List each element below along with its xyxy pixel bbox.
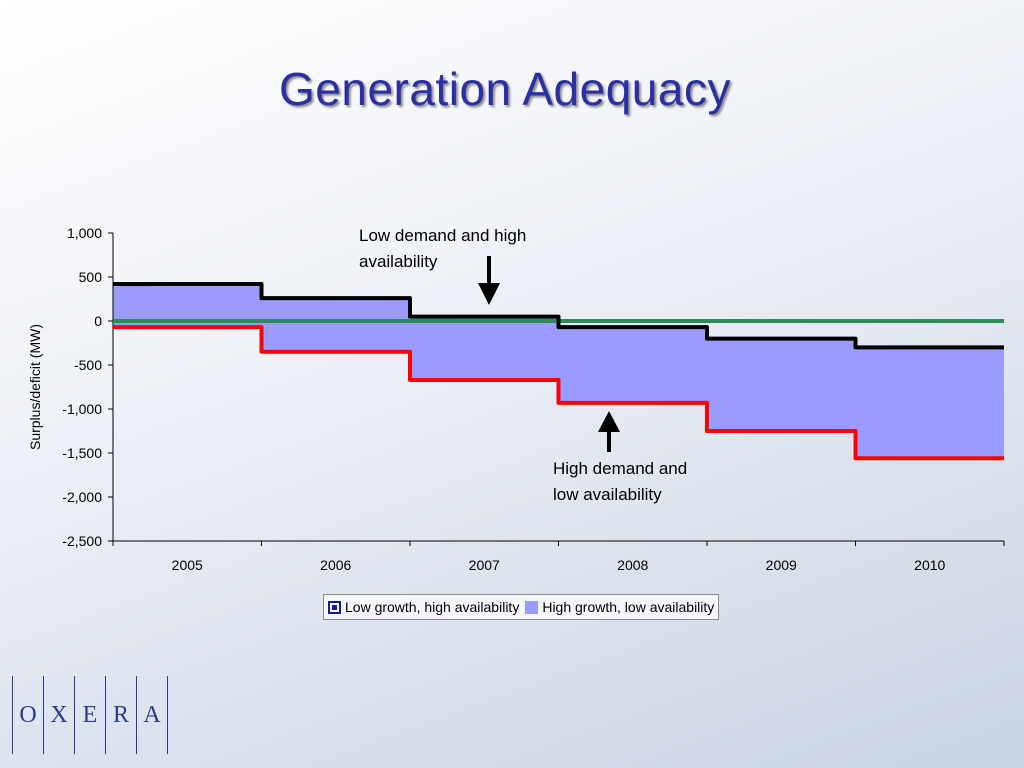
x-tick-label: 2007: [469, 557, 500, 573]
x-tick-label: 2005: [172, 557, 203, 573]
y-axis-title: Surplus/deficit (MW): [27, 324, 43, 450]
series-high-growth-line: [113, 325, 1004, 461]
annotation-line: low availability: [553, 485, 662, 504]
annotation-line: Low demand and high: [359, 226, 527, 245]
logo-letter: X: [43, 676, 74, 754]
y-tick-label: 0: [94, 313, 102, 329]
logo-letter: E: [74, 676, 105, 754]
logo-letter: O: [12, 676, 43, 754]
band-2008: [558, 327, 707, 403]
legend-item-low-growth: Low growth, high availability: [328, 599, 519, 615]
annotation-line: High demand and: [553, 459, 688, 478]
oxera-logo: O X E R A: [12, 676, 168, 754]
logo-letter: A: [136, 676, 168, 754]
band-2010: [855, 347, 1004, 459]
legend-item-high-growth: High growth, low availability: [525, 599, 714, 615]
band-2009: [707, 338, 856, 431]
y-tick-label: -1,000: [62, 401, 102, 417]
x-tick-label: 2009: [766, 557, 797, 573]
x-tick-label: 2006: [320, 557, 351, 573]
y-tick-label: 1,000: [67, 225, 102, 241]
x-tick-label: 2010: [914, 557, 945, 573]
annotation-low-demand: Low demand and high availability: [359, 223, 579, 275]
band-2007: [410, 316, 559, 380]
chart-legend: Low growth, high availability High growt…: [323, 594, 720, 620]
band-2006: [261, 298, 410, 352]
legend-label: Low growth, high availability: [345, 599, 520, 615]
legend-swatch-icon: [328, 600, 341, 614]
series-low-growth-line: [113, 282, 1004, 350]
legend-label: High growth, low availability: [542, 599, 715, 615]
y-tick-label: -1,500: [62, 445, 102, 461]
annotation-line: availability: [359, 252, 438, 271]
up-arrow-head-icon: [598, 411, 620, 432]
logo-letter: R: [105, 676, 136, 754]
legend-swatch-icon: [525, 600, 539, 614]
annotation-high-demand: High demand and low availability: [553, 456, 743, 508]
y-tick-label: -2,000: [62, 489, 102, 505]
down-arrow-head-icon: [478, 283, 500, 305]
y-tick-label: -500: [74, 357, 102, 373]
y-tick-label: 500: [79, 269, 103, 285]
x-tick-label: 2008: [617, 557, 648, 573]
slide-title: Generation Adequacy: [279, 63, 731, 115]
y-tick-label: -2,500: [62, 533, 102, 549]
